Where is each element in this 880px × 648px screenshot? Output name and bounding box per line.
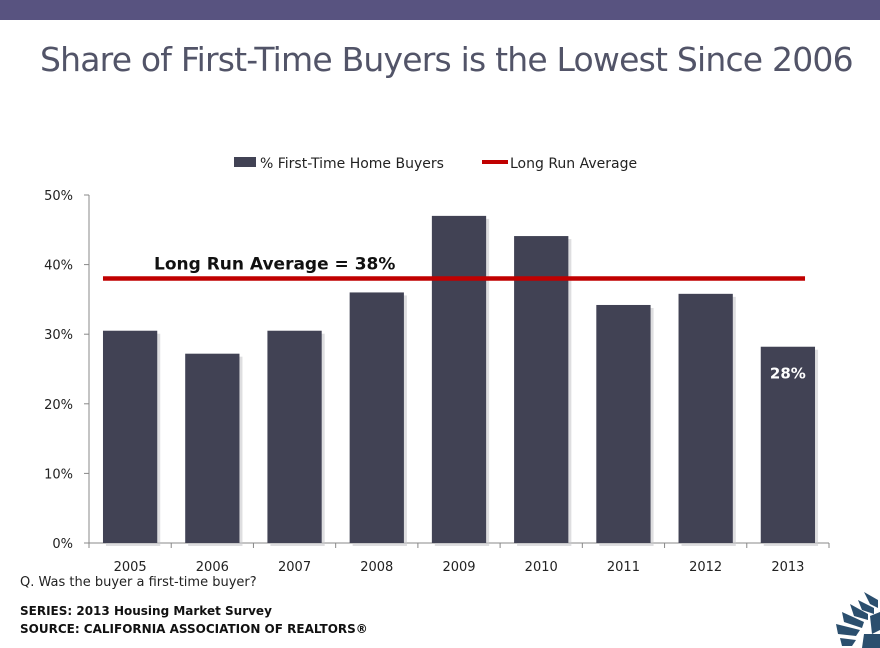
x-tick-label: 2013	[771, 560, 804, 575]
page-title: Share of First-Time Buyers is the Lowest…	[40, 40, 854, 79]
y-tick-label: 40%	[44, 259, 73, 274]
bar-2009	[431, 215, 487, 543]
x-tick-label: 2012	[689, 560, 722, 575]
x-tick-label: 2010	[525, 560, 558, 575]
bar-chart: % First-Time Home Buyers Long Run Average…	[44, 156, 830, 575]
top-banner	[0, 0, 880, 20]
bar-2013	[760, 346, 816, 543]
y-tick-label: 10%	[44, 467, 73, 482]
bar-2006	[185, 353, 240, 543]
bar-2011	[596, 304, 651, 543]
bar-2007	[267, 330, 322, 543]
y-tick-label: 0%	[52, 537, 73, 552]
x-tick-label: 2009	[442, 560, 475, 575]
y-tick-label: 30%	[44, 328, 73, 343]
bar-2012	[678, 293, 733, 543]
source-note: SOURCE: CALIFORNIA ASSOCIATION OF REALTO…	[20, 622, 368, 636]
legend-swatch-bars	[234, 157, 256, 167]
data-label-2013: 28%	[770, 365, 806, 383]
series-note: SERIES: 2013 Housing Market Survey	[20, 604, 272, 618]
survey-question: Q. Was the buyer a first-time buyer?	[20, 575, 257, 590]
legend-label-bars: % First-Time Home Buyers	[260, 156, 444, 172]
bar-2005	[102, 330, 158, 543]
y-tick-label: 50%	[44, 189, 73, 204]
x-tick-label: 2008	[360, 560, 393, 575]
x-tick-label: 2007	[278, 560, 311, 575]
x-tick-label: 2006	[196, 560, 229, 575]
bar-2010	[514, 236, 569, 543]
car-logo-icon	[836, 592, 880, 648]
average-annotation: Long Run Average = 38%	[154, 255, 395, 275]
legend-label-average: Long Run Average	[510, 156, 637, 172]
x-tick-label: 2011	[607, 560, 640, 575]
x-tick-label: 2005	[114, 560, 147, 575]
bar-2008	[349, 292, 404, 543]
y-tick-label: 20%	[44, 398, 73, 413]
